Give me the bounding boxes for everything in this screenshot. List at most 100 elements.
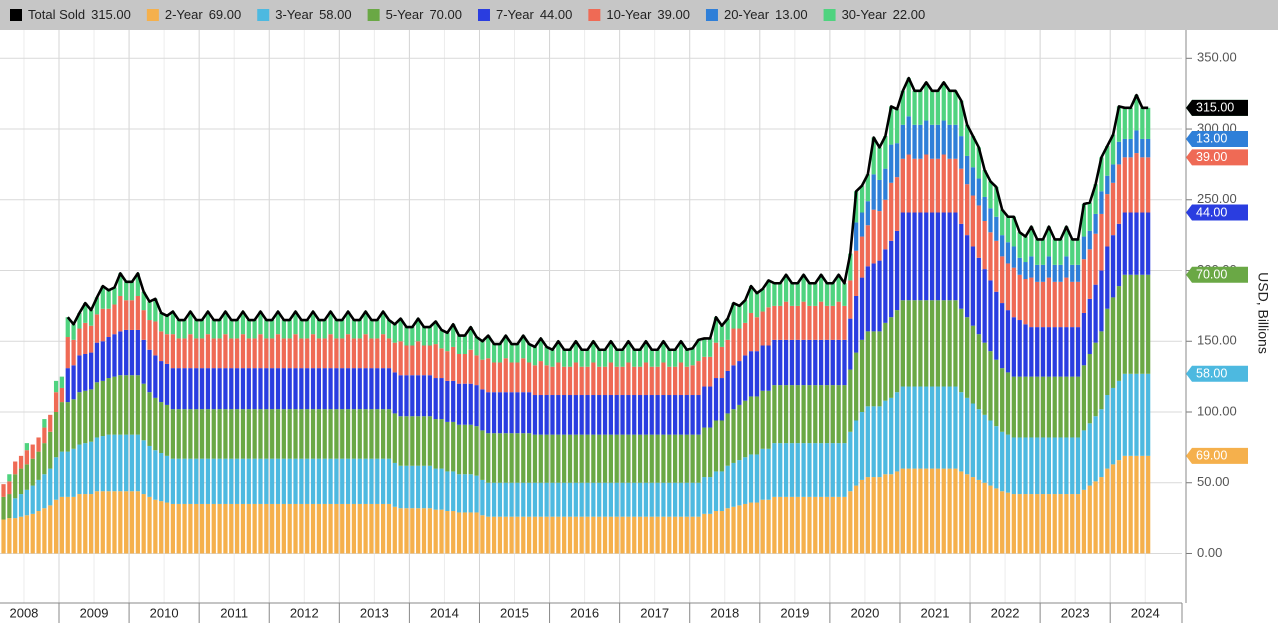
bar-segment: [889, 182, 894, 241]
bar-segment: [813, 443, 818, 497]
bar-segment: [1093, 213, 1098, 234]
bar-segment: [246, 409, 251, 459]
bar-segment: [713, 511, 719, 554]
bar-segment: [1081, 312, 1087, 366]
bar-segment: [205, 503, 211, 554]
bar-segment: [427, 465, 432, 509]
bar-segment: [421, 375, 427, 417]
bar-segment: [994, 240, 999, 292]
y-tick-label: 150.00: [1197, 333, 1237, 348]
bar-segment: [135, 295, 140, 330]
bar-segment: [340, 320, 345, 339]
bar-segment: [906, 154, 911, 213]
bar-segment: [363, 311, 368, 335]
bar-segment: [976, 409, 981, 480]
bar-segment: [199, 320, 205, 339]
bar-segment: [147, 349, 152, 393]
bar-segment: [748, 351, 754, 397]
bar-segment: [1105, 395, 1110, 469]
bar-segment: [918, 212, 923, 301]
bar-segment: [299, 338, 304, 369]
bar-segment: [305, 458, 310, 504]
bar-segment: [1052, 281, 1057, 328]
bar-segment: [462, 383, 467, 425]
bar-segment: [129, 329, 135, 376]
bar-segment: [345, 334, 351, 369]
bar-segment: [1023, 324, 1028, 377]
bar-segment: [959, 136, 964, 169]
bar-segment: [112, 376, 117, 435]
bar-segment: [386, 368, 392, 410]
bar-segment: [889, 144, 894, 183]
bar-segment: [859, 236, 865, 278]
bar-segment: [620, 395, 625, 435]
bar-segment: [176, 320, 181, 339]
bar-segment: [778, 385, 783, 444]
bar-segment: [211, 458, 216, 504]
bar-segment: [1087, 485, 1092, 554]
bar-segment: [36, 451, 41, 480]
bar-segment: [240, 311, 246, 335]
bar-segment: [1029, 437, 1034, 495]
bar-segment: [340, 338, 345, 369]
bar-segment: [135, 375, 140, 435]
bar-segment: [363, 368, 368, 410]
bar-segment: [451, 324, 456, 347]
bar-segment: [567, 482, 573, 517]
bar-segment: [474, 426, 479, 476]
bar-segment: [1116, 460, 1122, 554]
bar-segment: [1105, 246, 1110, 309]
bar-segment: [737, 404, 742, 461]
bar-segment: [965, 474, 970, 554]
bar-segment: [509, 392, 514, 434]
bar-segment: [719, 325, 724, 347]
bar-segment: [795, 385, 800, 444]
bar-segment: [59, 402, 65, 452]
legend-item: 20-Year 13.00: [705, 7, 808, 22]
bar-segment: [947, 386, 952, 469]
bar-segment: [363, 409, 368, 459]
bar-segment: [953, 90, 958, 125]
bar-segment: [129, 281, 135, 301]
bar-segment: [632, 349, 637, 367]
bar-segment: [702, 477, 707, 514]
bar-segment: [772, 443, 777, 497]
value-tag-label: 13.00: [1196, 132, 1227, 146]
bar-segment: [941, 82, 946, 121]
bar-segment: [287, 320, 292, 339]
bar-segment: [783, 274, 789, 302]
bar-segment: [258, 458, 263, 504]
bar-segment: [305, 338, 310, 369]
bar-segment: [912, 90, 917, 125]
bar-segment: [1046, 437, 1051, 495]
bar-segment: [1122, 373, 1127, 456]
bar-segment: [1023, 279, 1028, 325]
bar-segment: [626, 516, 631, 554]
bar-segment: [1035, 264, 1040, 282]
bar-segment: [480, 359, 485, 390]
bar-segment: [42, 474, 47, 509]
bar-segment: [480, 430, 485, 480]
bar-segment: [1116, 106, 1122, 142]
legend-name: 2-Year: [165, 7, 203, 22]
bar-segment: [556, 482, 561, 517]
bar-segment: [486, 516, 491, 554]
bar-segment: [924, 154, 929, 213]
bar-segment: [7, 494, 12, 519]
bar-segment: [357, 368, 362, 410]
bar-segment: [1046, 494, 1051, 554]
bar-segment: [445, 351, 450, 381]
bar-segment: [462, 335, 467, 354]
bar-segment: [1146, 157, 1151, 213]
bar-segment: [591, 362, 596, 396]
bar-segment: [77, 355, 82, 393]
bar-segment: [48, 414, 53, 432]
bar-segment: [731, 409, 736, 463]
bar-segment: [223, 334, 228, 369]
value-tag-box: [1186, 204, 1248, 221]
bar-segment: [906, 116, 911, 155]
bar-segment: [48, 468, 53, 506]
bar-segment: [357, 338, 362, 369]
bar-segment: [894, 471, 900, 554]
bar-segment: [322, 338, 327, 369]
